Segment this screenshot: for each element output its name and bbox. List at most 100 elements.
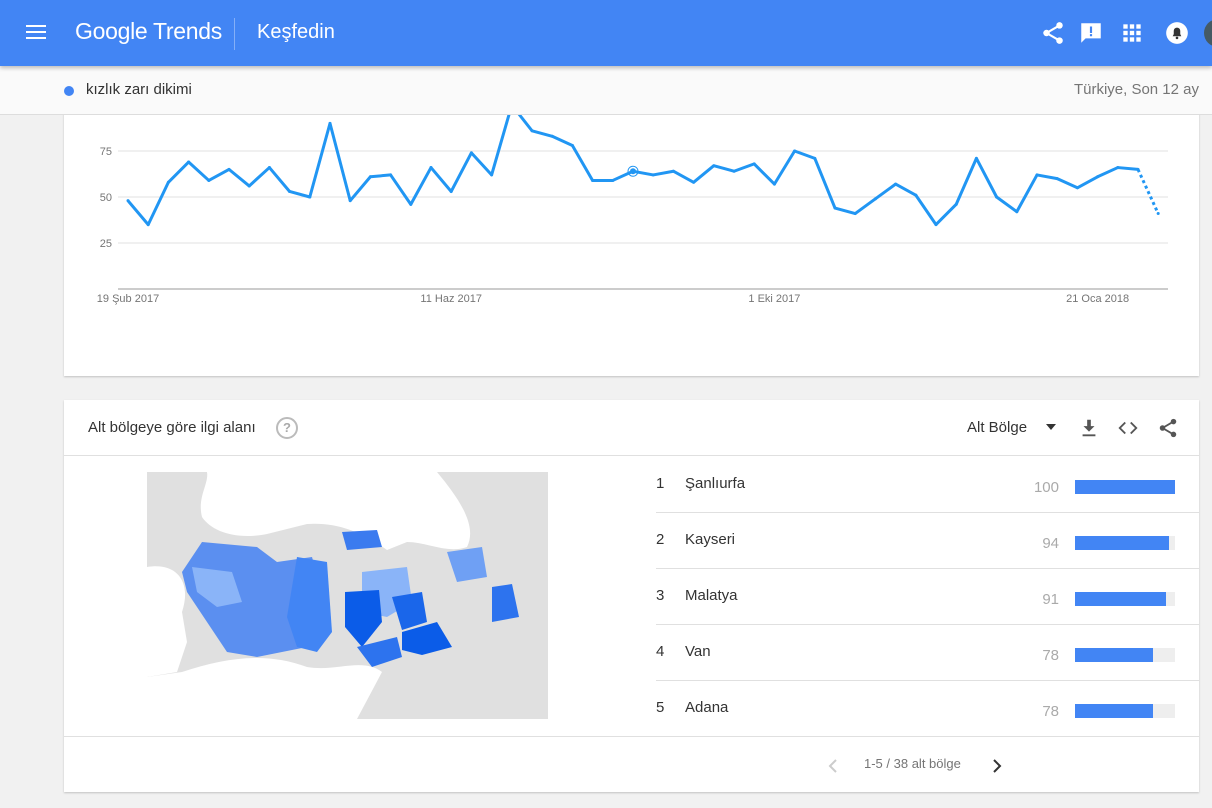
help-icon[interactable]: ? xyxy=(276,417,298,439)
data-point xyxy=(570,143,574,147)
data-point xyxy=(914,193,918,197)
data-point xyxy=(490,173,494,177)
divider xyxy=(656,512,1199,513)
x-tick-label: 21 Oca 2018 xyxy=(1066,293,1129,305)
data-point xyxy=(247,184,251,188)
region-name: Malatya xyxy=(685,587,738,604)
data-point xyxy=(833,206,837,210)
data-point xyxy=(873,197,877,201)
interest-by-subregion-card: Alt bölgeye göre ilgi alanı ? Alt Bölge … xyxy=(64,400,1199,792)
data-point xyxy=(692,180,696,184)
region-name: Şanlıurfa xyxy=(685,475,746,492)
select-value: Alt Bölge xyxy=(967,419,1028,436)
data-point xyxy=(207,178,211,182)
data-point xyxy=(1075,186,1079,190)
chevron-right-icon[interactable] xyxy=(992,758,1002,774)
data-point xyxy=(611,178,615,182)
table-row[interactable]: 2 Kayseri 94 xyxy=(644,512,1199,569)
data-point xyxy=(146,223,150,227)
data-point xyxy=(409,202,413,206)
embed-icon[interactable] xyxy=(1117,417,1139,439)
value-bar-track xyxy=(1075,536,1175,550)
data-point xyxy=(267,166,271,170)
data-point xyxy=(1096,175,1100,179)
data-point xyxy=(974,156,978,160)
data-point xyxy=(126,199,130,203)
y-tick-label: 25 xyxy=(100,238,112,250)
y-tick-label: 50 xyxy=(100,192,112,204)
region-van[interactable] xyxy=(492,584,519,622)
hover-marker xyxy=(627,165,639,177)
share-icon[interactable] xyxy=(1157,417,1179,439)
data-point xyxy=(752,162,756,166)
region-erzurum[interactable] xyxy=(447,547,487,582)
divider xyxy=(64,455,1199,456)
value-bar-track xyxy=(1075,592,1175,606)
chevron-left-icon[interactable] xyxy=(828,758,838,774)
region-sanliurfa[interactable] xyxy=(402,622,452,655)
table-row[interactable]: 5 Adana 78 xyxy=(644,680,1199,736)
apps-icon[interactable] xyxy=(1119,20,1145,46)
data-point xyxy=(308,195,312,199)
geo-time-scope[interactable]: Türkiye, Son 12 ay xyxy=(1073,81,1199,98)
data-point xyxy=(1035,173,1039,177)
region-marmara[interactable] xyxy=(192,567,242,607)
google-trends-logo[interactable]: Google Trends xyxy=(75,18,222,44)
search-term[interactable]: kızlık zarı dikimi xyxy=(86,81,192,98)
region-malatya[interactable] xyxy=(392,592,427,630)
rank-number: 4 xyxy=(656,643,665,660)
table-row[interactable]: 4 Van 78 xyxy=(644,624,1199,681)
menu-icon[interactable] xyxy=(26,24,46,40)
region-value: 100 xyxy=(1033,479,1059,496)
data-point xyxy=(1055,177,1059,181)
data-point xyxy=(934,223,938,227)
region-kayseri[interactable] xyxy=(345,590,382,647)
subregion-map[interactable] xyxy=(147,472,548,719)
x-tick-label: 11 Haz 2017 xyxy=(420,293,482,305)
data-point xyxy=(995,195,999,199)
x-tick-label: 19 Şub 2017 xyxy=(97,293,159,305)
region-adana[interactable] xyxy=(357,637,402,667)
rank-number: 5 xyxy=(656,699,665,716)
data-point xyxy=(772,182,776,186)
feedback-icon[interactable] xyxy=(1078,20,1104,46)
region-value: 94 xyxy=(1042,535,1059,552)
value-bar-track xyxy=(1075,704,1175,718)
value-bar-track xyxy=(1075,480,1175,494)
rank-number: 3 xyxy=(656,587,665,604)
data-point xyxy=(550,134,554,138)
interest-over-time-chart[interactable]: 25 50 75 19 Şub 2017 11 Haz 2017 1 Eki 2017 21… xyxy=(0,0,1212,376)
divider xyxy=(234,18,235,50)
value-bar-fill xyxy=(1075,592,1166,606)
divider xyxy=(656,624,1199,625)
data-point xyxy=(1015,210,1019,214)
rank-number: 1 xyxy=(656,475,665,492)
x-tick-label: 1 Eki 2017 xyxy=(748,293,800,305)
region-resolution-select[interactable]: Alt Bölge xyxy=(967,419,1027,436)
table-row[interactable]: 3 Malatya 91 xyxy=(644,568,1199,625)
data-point xyxy=(954,202,958,206)
data-point xyxy=(389,173,393,177)
hover-marker-dot xyxy=(630,168,636,175)
series-line xyxy=(126,103,1139,227)
partial-data-segment xyxy=(1136,168,1160,215)
top-app-bar: Google Trends Keşfedin xyxy=(0,0,1212,66)
data-point xyxy=(348,199,352,203)
account-avatar[interactable] xyxy=(1204,19,1212,47)
data-point xyxy=(288,189,292,193)
region-konya[interactable] xyxy=(287,557,332,652)
table-row[interactable]: 1 Şanlıurfa 100 xyxy=(644,456,1199,513)
dropdown-arrow-icon[interactable] xyxy=(1045,423,1057,431)
data-point xyxy=(712,164,716,168)
data-point xyxy=(469,151,473,155)
data-point xyxy=(227,167,231,171)
region-name: Adana xyxy=(685,699,729,716)
divider xyxy=(656,568,1199,569)
download-icon[interactable] xyxy=(1078,417,1100,439)
data-point xyxy=(187,160,191,164)
share-icon[interactable] xyxy=(1040,20,1066,46)
notifications-icon[interactable] xyxy=(1164,20,1190,46)
black-sea xyxy=(200,472,471,550)
data-point xyxy=(530,129,534,133)
region-samsun[interactable] xyxy=(342,530,382,550)
